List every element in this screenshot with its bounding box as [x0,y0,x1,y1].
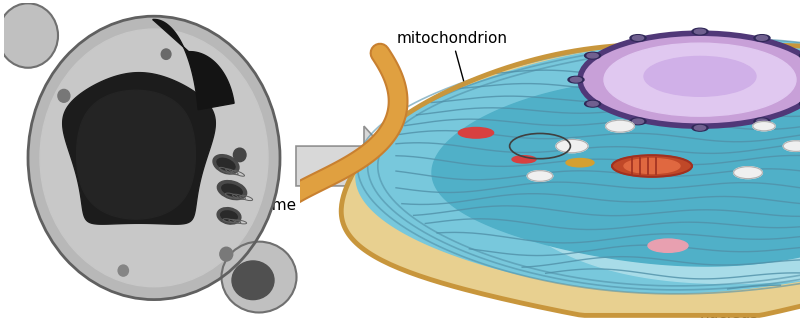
Ellipse shape [218,181,246,200]
Circle shape [754,35,770,41]
Text: peroxisome: peroxisome [207,198,297,213]
Circle shape [585,100,601,107]
Polygon shape [356,39,800,293]
Circle shape [753,122,775,131]
Ellipse shape [604,43,796,116]
Ellipse shape [222,242,297,312]
Ellipse shape [458,127,494,138]
Ellipse shape [28,16,280,299]
Circle shape [692,28,708,35]
Circle shape [630,118,646,125]
Circle shape [757,119,768,124]
Circle shape [556,139,588,153]
Circle shape [757,36,768,40]
Text: mitochondrion: mitochondrion [397,31,507,124]
Polygon shape [500,148,800,284]
Ellipse shape [232,261,274,299]
Circle shape [587,53,598,58]
Circle shape [734,167,762,179]
Circle shape [606,120,634,132]
Polygon shape [342,44,800,315]
Circle shape [568,76,584,83]
Circle shape [585,52,601,59]
Circle shape [632,36,643,40]
Circle shape [118,265,129,276]
Ellipse shape [580,33,800,126]
Circle shape [162,49,171,59]
Text: nucleus: nucleus [638,259,759,321]
Ellipse shape [217,208,241,224]
Circle shape [220,247,233,261]
Circle shape [632,119,643,124]
Circle shape [630,35,646,41]
Ellipse shape [648,239,688,252]
Circle shape [570,77,582,82]
Ellipse shape [213,155,239,174]
Circle shape [234,148,246,162]
Ellipse shape [217,158,235,170]
Circle shape [694,125,706,130]
Circle shape [692,124,708,131]
Circle shape [783,141,800,151]
Circle shape [527,171,553,181]
Ellipse shape [624,158,680,173]
Ellipse shape [644,56,756,96]
Polygon shape [62,73,215,224]
Ellipse shape [612,155,692,177]
Ellipse shape [222,184,242,196]
Ellipse shape [0,3,58,68]
Ellipse shape [566,158,594,167]
Polygon shape [296,126,400,206]
Polygon shape [432,79,800,266]
Circle shape [587,101,598,106]
Circle shape [58,89,70,102]
Ellipse shape [512,156,536,163]
Circle shape [694,29,706,34]
Polygon shape [77,90,195,219]
Circle shape [754,118,770,125]
Ellipse shape [221,211,238,221]
Polygon shape [153,20,234,110]
Ellipse shape [40,29,268,287]
